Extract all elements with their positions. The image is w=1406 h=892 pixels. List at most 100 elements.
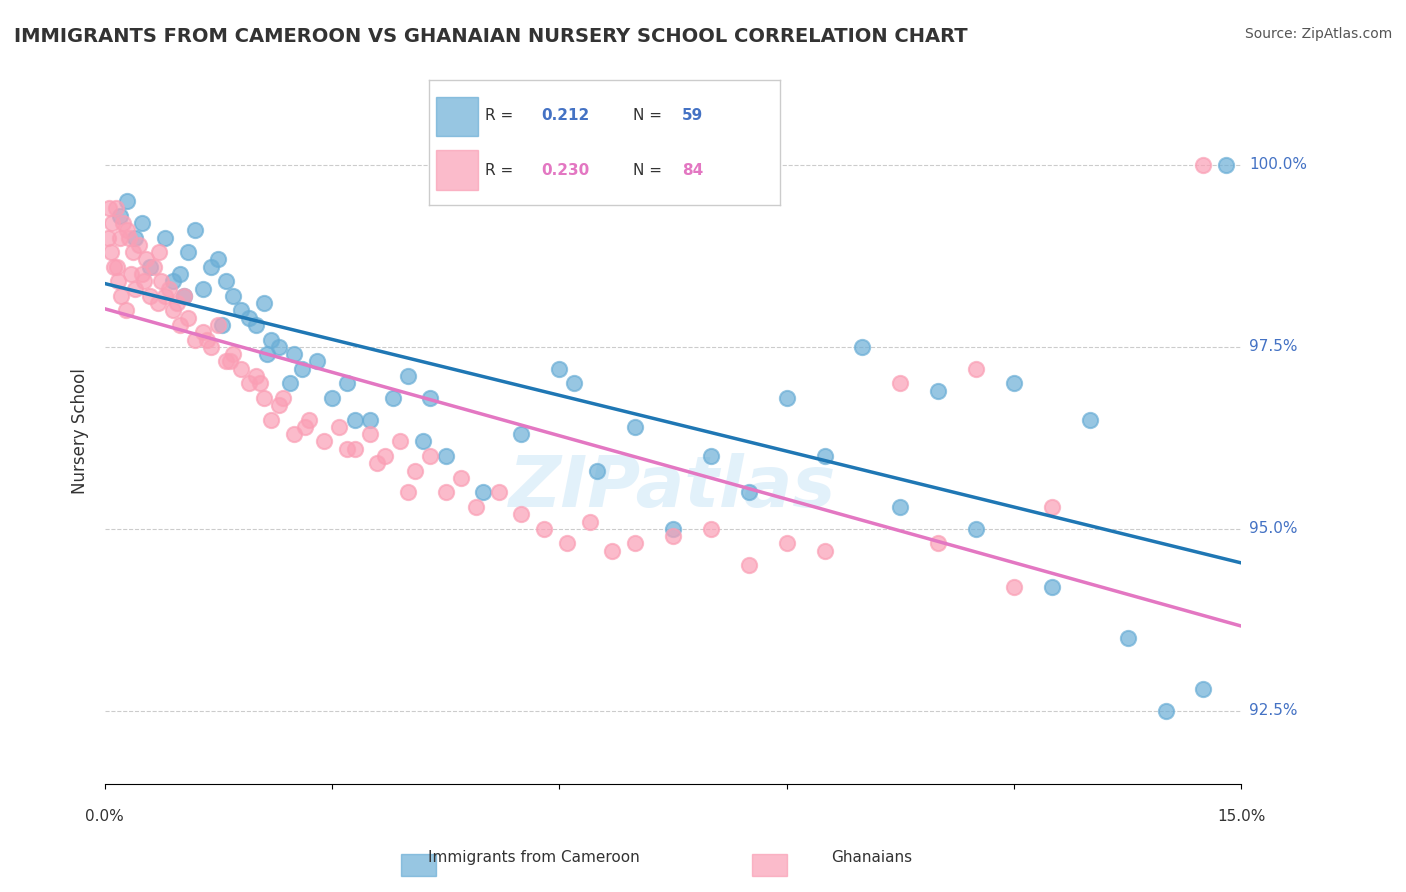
Point [148, 245, 170, 260]
Point [586, 464, 609, 478]
Point [157, 282, 180, 296]
Point [260, 333, 283, 347]
Point [101, 216, 124, 230]
Point [283, 347, 305, 361]
Point [139, 289, 162, 303]
Point [132, 274, 155, 288]
Point [207, 252, 229, 267]
Text: Source: ZipAtlas.com: Source: ZipAtlas.com [1244, 27, 1392, 41]
Text: 95.0%: 95.0% [1249, 521, 1298, 536]
Point [419, 449, 441, 463]
FancyBboxPatch shape [436, 96, 478, 136]
Point [200, 340, 222, 354]
Point [166, 296, 188, 310]
Point [564, 376, 586, 391]
Point [602, 543, 624, 558]
Point [1116, 631, 1139, 645]
Point [256, 347, 278, 361]
Point [207, 318, 229, 332]
Point [336, 376, 359, 391]
Point [195, 333, 218, 347]
Point [200, 260, 222, 274]
Point [366, 456, 388, 470]
Text: R =: R = [485, 108, 519, 123]
Point [271, 391, 294, 405]
Point [135, 252, 157, 267]
Point [510, 427, 533, 442]
Point [211, 318, 233, 332]
Point [1192, 681, 1215, 696]
Point [117, 223, 139, 237]
Point [548, 361, 571, 376]
Point [813, 449, 835, 463]
Text: IMMIGRANTS FROM CAMEROON VS GHANAIAN NURSERY SCHOOL CORRELATION CHART: IMMIGRANTS FROM CAMEROON VS GHANAIAN NUR… [14, 27, 967, 45]
Point [124, 282, 146, 296]
Point [128, 238, 150, 252]
Point [851, 340, 873, 354]
Point [1040, 500, 1063, 514]
Point [131, 267, 153, 281]
Point [131, 216, 153, 230]
Point [1002, 376, 1025, 391]
Text: 92.5%: 92.5% [1249, 704, 1298, 718]
Point [173, 289, 195, 303]
Point [555, 536, 578, 550]
Point [298, 412, 321, 426]
Point [290, 361, 312, 376]
Point [343, 442, 366, 456]
Point [1040, 580, 1063, 594]
Point [267, 340, 290, 354]
Point [191, 326, 214, 340]
Point [533, 522, 555, 536]
Point [120, 267, 142, 281]
Y-axis label: Nursery School: Nursery School [72, 368, 89, 493]
Point [173, 289, 195, 303]
Point [404, 464, 426, 478]
Point [229, 361, 252, 376]
Point [662, 522, 685, 536]
Point [191, 282, 214, 296]
Point [112, 216, 135, 230]
Point [222, 347, 245, 361]
Text: 59: 59 [682, 108, 703, 123]
Point [245, 368, 267, 383]
Point [434, 485, 457, 500]
Text: N =: N = [633, 162, 666, 178]
Point [700, 522, 723, 536]
Text: 15.0%: 15.0% [1218, 809, 1265, 824]
Point [215, 274, 238, 288]
Point [624, 420, 647, 434]
Point [139, 260, 162, 274]
Point [146, 296, 169, 310]
Point [813, 543, 835, 558]
Point [218, 354, 240, 368]
Point [222, 289, 245, 303]
Point [260, 412, 283, 426]
Point [238, 376, 260, 391]
Point [359, 412, 381, 426]
Text: 97.5%: 97.5% [1249, 339, 1298, 354]
Point [321, 391, 343, 405]
Point [245, 318, 267, 332]
Text: N =: N = [633, 108, 666, 123]
Point [1078, 412, 1101, 426]
Point [117, 194, 139, 209]
Point [278, 376, 301, 391]
Point [434, 449, 457, 463]
Point [775, 391, 797, 405]
Text: 0.230: 0.230 [541, 162, 589, 178]
Point [419, 391, 441, 405]
Point [927, 536, 949, 550]
Point [305, 354, 328, 368]
Point [314, 434, 336, 449]
Point [98, 202, 121, 216]
Text: Ghanaians: Ghanaians [831, 850, 912, 865]
Point [343, 412, 366, 426]
Point [100, 245, 122, 260]
Point [775, 536, 797, 550]
Point [253, 296, 276, 310]
Point [488, 485, 510, 500]
Point [472, 485, 495, 500]
Point [889, 500, 911, 514]
Point [464, 500, 486, 514]
